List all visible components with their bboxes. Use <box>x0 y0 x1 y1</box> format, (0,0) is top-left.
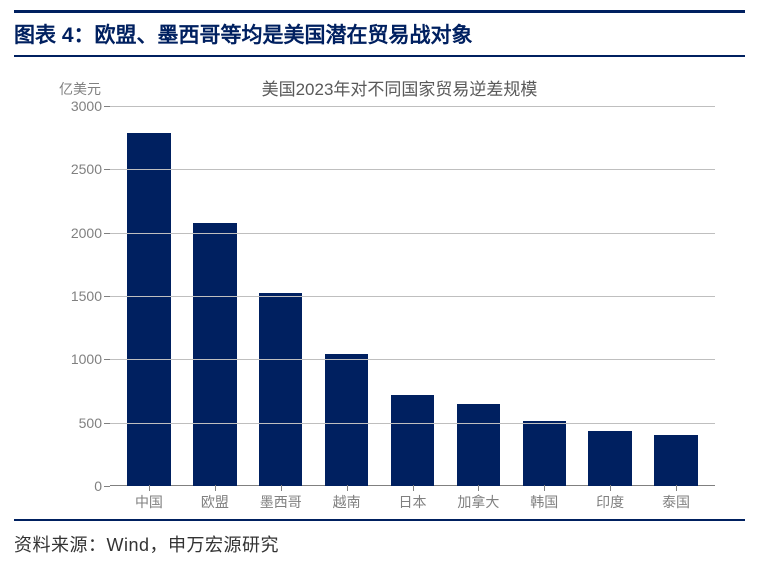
y-tick-mark <box>104 296 110 297</box>
y-tick-label: 1000 <box>60 351 102 367</box>
y-tick-mark <box>104 423 110 424</box>
x-tick-label: 中国 <box>116 486 182 512</box>
grid-line <box>110 169 715 170</box>
y-tick-mark <box>104 359 110 360</box>
x-tick-label: 印度 <box>577 486 643 512</box>
bar <box>325 354 368 486</box>
x-tick-label: 日本 <box>380 486 446 512</box>
source-text: Wind，申万宏源研究 <box>107 535 280 555</box>
bar <box>193 223 236 486</box>
chart-title: 美国2023年对不同国家贸易逆差规模 <box>24 75 735 100</box>
x-tick-mark <box>478 485 479 491</box>
x-tick-mark <box>281 485 282 491</box>
y-tick-mark <box>104 486 110 487</box>
x-tick-mark <box>544 485 545 491</box>
y-tick-label: 0 <box>60 478 102 494</box>
bar <box>457 404 500 486</box>
bar <box>654 435 697 486</box>
y-tick-mark <box>104 233 110 234</box>
y-tick-mark <box>104 169 110 170</box>
x-tick-text: 中国 <box>135 494 163 510</box>
x-tick-label: 欧盟 <box>182 486 248 512</box>
x-tick-label: 越南 <box>314 486 380 512</box>
x-tick-mark <box>676 485 677 491</box>
y-tick-label: 500 <box>60 415 102 431</box>
x-tick-text: 越南 <box>333 494 361 510</box>
figure-header: 图表 4：欧盟、墨西哥等均是美国潜在贸易战对象 <box>14 10 745 57</box>
x-tick-mark <box>610 485 611 491</box>
grid-line <box>110 296 715 297</box>
x-tick-label: 墨西哥 <box>248 486 314 512</box>
x-tick-label: 加拿大 <box>445 486 511 512</box>
bar <box>523 421 566 486</box>
x-tick-label: 韩国 <box>511 486 577 512</box>
y-tick-label: 2000 <box>60 225 102 241</box>
y-tick-label: 2500 <box>60 161 102 177</box>
bar <box>259 293 302 486</box>
x-tick-label: 泰国 <box>643 486 709 512</box>
source-line: 资料来源：Wind，申万宏源研究 <box>14 521 745 557</box>
x-tick-mark <box>149 485 150 491</box>
bar <box>391 395 434 486</box>
bar <box>588 431 631 486</box>
x-tick-text: 加拿大 <box>457 494 499 510</box>
x-tick-mark <box>215 485 216 491</box>
bar <box>127 133 170 486</box>
figure-title: 图表 4：欧盟、墨西哥等均是美国潜在贸易战对象 <box>14 19 745 49</box>
x-tick-text: 欧盟 <box>201 494 229 510</box>
source-label: 资料来源： <box>14 535 107 555</box>
grid-line <box>110 423 715 424</box>
grid-line <box>110 233 715 234</box>
x-tick-text: 印度 <box>596 494 624 510</box>
grid-line <box>110 359 715 360</box>
x-tick-text: 泰国 <box>662 494 690 510</box>
chart-container: 美国2023年对不同国家贸易逆差规模 亿美元 05001000150020002… <box>14 57 745 517</box>
grid-line <box>110 106 715 107</box>
x-tick-mark <box>347 485 348 491</box>
y-axis-unit: 亿美元 <box>59 79 101 99</box>
x-axis-labels: 中国 欧盟 墨西哥 越南 日本 加拿大 韩国 印度 泰国 <box>110 486 715 512</box>
y-tick-label: 1500 <box>60 288 102 304</box>
y-tick-mark <box>104 106 110 107</box>
y-tick-label: 3000 <box>60 98 102 114</box>
x-tick-text: 韩国 <box>530 494 558 510</box>
x-tick-text: 墨西哥 <box>260 494 302 510</box>
x-tick-mark <box>413 485 414 491</box>
plot-area: 050010001500200025003000 <box>110 106 715 486</box>
x-tick-text: 日本 <box>399 494 427 510</box>
